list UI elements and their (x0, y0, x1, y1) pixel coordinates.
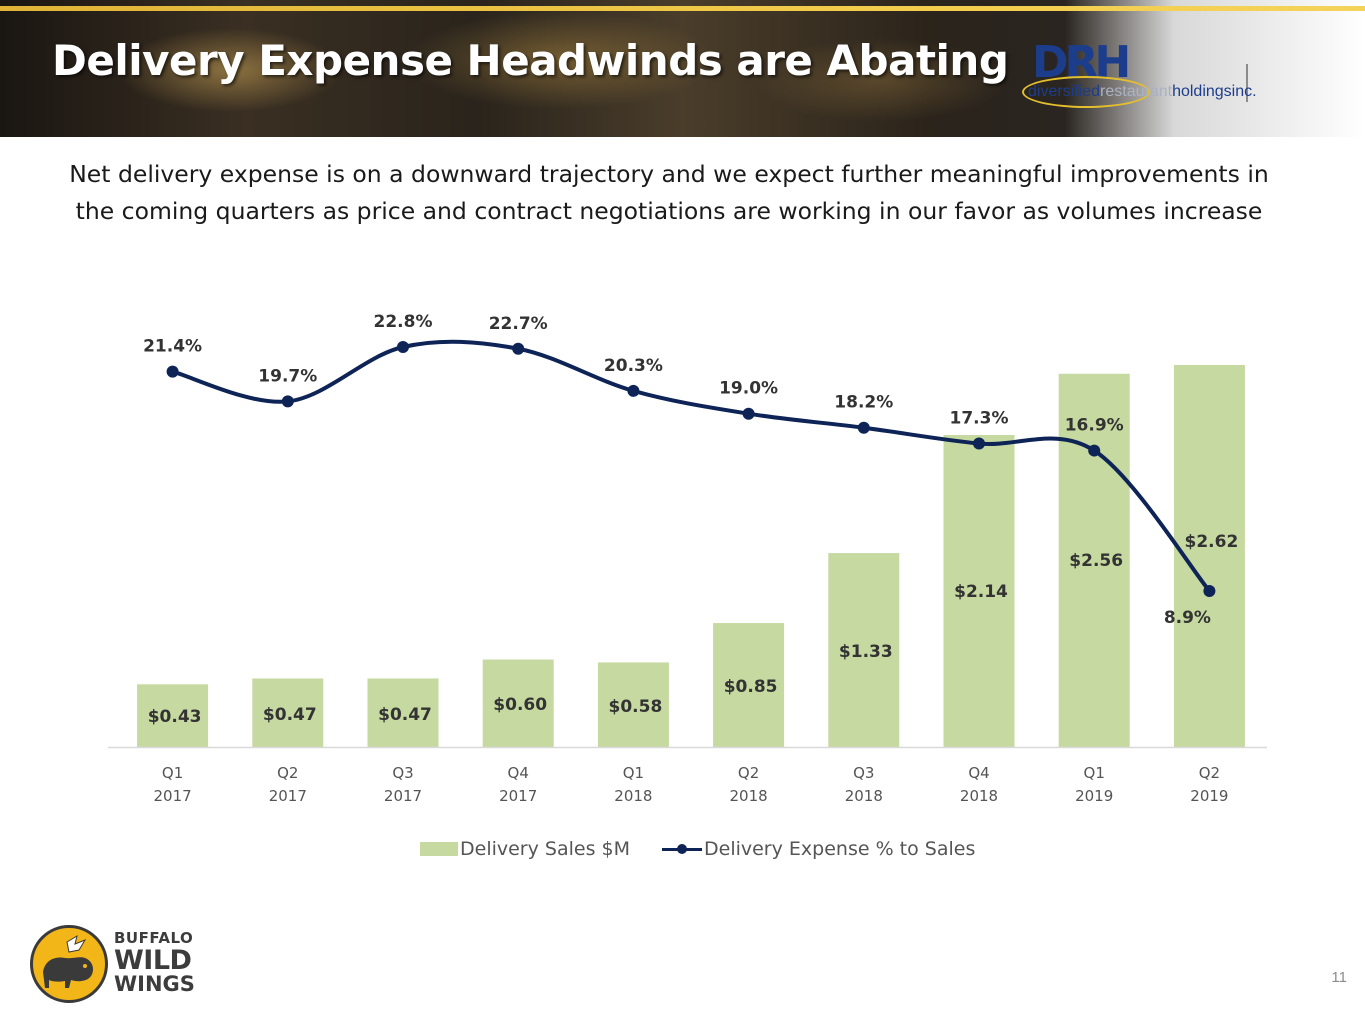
line-point-delivery-expense (1203, 585, 1216, 597)
drh-logo-word-restaurant: restaurant (1100, 83, 1173, 100)
combo-chart: $0.43 $0.47 $0.47 $0.60 $0.58 $0.85 $1.33 $2.14… (108, 312, 1267, 805)
bar-delivery-sales (1058, 373, 1130, 747)
bar-data-label: $2.14 (954, 582, 1008, 602)
x-tick-label-quarter: Q4 (508, 764, 529, 782)
x-tick-label-quarter: Q1 (623, 764, 644, 782)
bar-data-label: $0.43 (148, 707, 202, 727)
line-point-delivery-expense (512, 342, 525, 355)
drh-logo-wordmark: diversifiedrestaurantholdingsinc. (1028, 83, 1257, 101)
legend-item-delivery-sales: Delivery Sales $M (420, 836, 630, 862)
x-tick-label-year: 2017 (384, 787, 422, 805)
bar-data-label: $0.47 (378, 705, 432, 725)
line-data-label: 17.3% (950, 409, 1009, 429)
drh-logo-ring (1022, 76, 1150, 108)
line-point-delivery-expense (742, 407, 755, 420)
fork-icon (1246, 64, 1248, 102)
x-tick-label-year: 2019 (1190, 787, 1228, 805)
x-tick-label-quarter: Q3 (392, 764, 413, 782)
bar-data-label: $0.85 (724, 677, 778, 697)
bar-delivery-sales (713, 623, 785, 747)
subtitle: Net delivery expense is on a downward tr… (30, 156, 1308, 230)
legend-swatch-bar (420, 842, 458, 856)
bar-data-label: $2.56 (1069, 551, 1123, 571)
bar-delivery-sales (137, 684, 209, 747)
bar-data-label: $1.33 (839, 642, 893, 662)
buffalo-wild-wings-wordmark: BUFFALO WILD WINGS (114, 931, 195, 995)
line-data-label: 8.9% (1164, 608, 1211, 628)
line-data-label: 22.7% (489, 314, 548, 334)
bar-delivery-sales (367, 678, 439, 747)
x-tick-label-quarter: Q4 (968, 764, 989, 782)
subtitle-line-2: the coming quarters as price and contrac… (75, 197, 1263, 225)
line-point-delivery-expense (1088, 444, 1101, 457)
bar-delivery-sales (597, 662, 669, 747)
bar-delivery-sales (252, 678, 324, 747)
x-tick-label-quarter: Q2 (738, 764, 759, 782)
line-data-label: 18.2% (834, 393, 893, 413)
line-data-label: 22.8% (374, 312, 433, 332)
legend-label-delivery-expense: Delivery Expense % to Sales (704, 838, 976, 860)
x-tick-label-quarter: Q2 (277, 764, 298, 782)
line-point-delivery-expense (627, 384, 640, 397)
page-number: 11 (1331, 969, 1347, 986)
legend-swatch-line (662, 842, 702, 856)
line-point-delivery-expense (281, 395, 294, 408)
x-tick-label-quarter: Q1 (162, 764, 183, 782)
line-data-label: 20.3% (604, 356, 663, 376)
x-tick-label-year: 2017 (499, 787, 537, 805)
line-delivery-expense (172, 339, 1211, 593)
x-tick-label-year: 2017 (154, 787, 192, 805)
bar-data-label: $0.47 (263, 705, 317, 725)
x-tick-label-year: 2018 (614, 787, 652, 805)
buffalo-wings-icon (30, 925, 108, 1003)
x-tick-label-year: 2018 (845, 787, 883, 805)
header-gold-stripe (0, 6, 1365, 11)
bar-delivery-sales (482, 659, 554, 747)
x-tick-label-quarter: Q1 (1084, 764, 1105, 782)
x-tick-label-year: 2019 (1075, 787, 1113, 805)
x-tick-label-quarter: Q2 (1199, 764, 1220, 782)
drh-logo-word-holdings: holdingsinc. (1172, 83, 1257, 100)
buffalo-wild-wings-logo: BUFFALO WILD WINGS (30, 925, 210, 1005)
line-point-delivery-expense (857, 421, 870, 434)
line-data-label: 19.7% (258, 366, 317, 386)
bar-data-label: $2.62 (1185, 532, 1239, 552)
brand-word-wild: WILD (114, 945, 192, 976)
drh-logo-word-diversified: diversified (1028, 83, 1101, 100)
line-point-delivery-expense (397, 341, 409, 353)
line-point-delivery-expense (973, 437, 985, 450)
bar-delivery-sales (828, 553, 900, 747)
drh-logo: DRH diversifiedrestaurantholdingsinc. (1022, 40, 1342, 110)
x-tick-label-quarter: Q3 (853, 764, 874, 782)
subtitle-line-1: Net delivery expense is on a downward tr… (69, 160, 1269, 188)
brand-word-wings: WINGS (114, 972, 195, 996)
bar-data-label: $0.58 (609, 697, 663, 717)
line-data-label: 21.4% (143, 337, 202, 357)
legend-item-delivery-expense: Delivery Expense % to Sales (662, 836, 975, 862)
line-point-delivery-expense (166, 365, 179, 378)
header-banner: Delivery Expense Headwinds are Abating D… (0, 0, 1365, 137)
bar-data-label: $0.60 (493, 695, 547, 715)
x-tick-label-year: 2018 (730, 787, 768, 805)
line-data-label: 19.0% (719, 379, 778, 399)
x-tick-label-year: 2018 (960, 787, 998, 805)
page-title: Delivery Expense Headwinds are Abating (52, 36, 1009, 85)
bar-delivery-sales (943, 434, 1015, 747)
line-data-label: 16.9% (1065, 416, 1124, 436)
brand-word-buffalo: BUFFALO (114, 929, 194, 947)
legend-label-delivery-sales: Delivery Sales $M (460, 838, 630, 860)
x-tick-label-year: 2017 (269, 787, 307, 805)
